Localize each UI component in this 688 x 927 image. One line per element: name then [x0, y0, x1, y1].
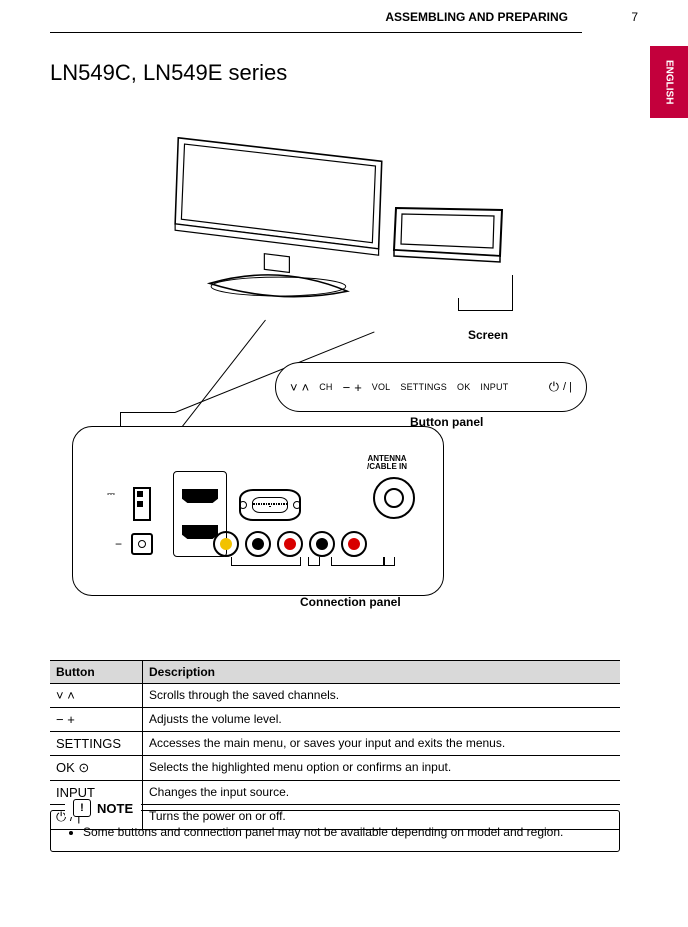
table-cell-button: SETTINGS: [50, 732, 143, 755]
language-tab: ENGLISH: [650, 46, 688, 118]
input-label: INPUT: [480, 382, 508, 392]
table-cell-description: Accesses the main menu, or saves your in…: [143, 732, 620, 755]
rca-bracket: [331, 557, 385, 566]
channel-buttons: ˅ ˄: [290, 380, 309, 395]
note-icon: !: [73, 799, 91, 817]
table-cell-button: ˅ ˄: [50, 684, 143, 707]
note-box: ! NOTE Some buttons and connection panel…: [50, 810, 620, 852]
section-label: ASSEMBLING AND PREPARING: [385, 10, 568, 24]
volume-buttons: − +: [343, 380, 362, 395]
table-cell-description: Scrolls through the saved channels.: [143, 684, 620, 707]
dc-icon: ⎓: [107, 489, 115, 500]
power-button-icon: ⏻ / |: [549, 379, 572, 395]
table-row: ˅ ˄Scrolls through the saved channels.: [50, 684, 620, 708]
header-rule: [50, 32, 582, 33]
note-body: Some buttons and connection panel may no…: [51, 811, 619, 851]
ok-label: OK: [457, 382, 470, 392]
rca-port-icon: [309, 531, 335, 557]
table-header: Button Description: [50, 660, 620, 684]
table-cell-button: OK ⊙: [50, 756, 143, 780]
note-item: Some buttons and connection panel may no…: [83, 825, 605, 839]
note-title: ! NOTE: [65, 799, 141, 817]
rca-port-icon: [213, 531, 239, 557]
usb-port-icon: [133, 487, 151, 521]
leader-line: [458, 310, 513, 311]
vga-port-icon: [239, 489, 301, 521]
table-row: OK ⊙Selects the highlighted menu option …: [50, 756, 620, 781]
ch-down-icon: ˅: [290, 380, 298, 395]
note-title-text: NOTE: [97, 801, 133, 816]
settings-label: SETTINGS: [400, 382, 447, 392]
table-row: SETTINGSAccesses the main menu, or saves…: [50, 732, 620, 756]
antenna-label: ANTENNA/CABLE IN: [367, 455, 407, 471]
table-cell-button: − +: [50, 708, 143, 731]
rca-bracket: [231, 557, 301, 566]
dc-jack-icon: [131, 533, 153, 555]
table-cell-description: Selects the highlighted menu option or c…: [143, 756, 620, 780]
rca-port-icon: [245, 531, 271, 557]
leader-line: [512, 275, 513, 311]
antenna-port-icon: [373, 477, 415, 519]
table-header-button: Button: [50, 661, 143, 683]
leader-line: [458, 298, 459, 310]
rca-bracket: [308, 557, 320, 566]
rca-port-icon: [341, 531, 367, 557]
screen-callout: Screen: [468, 328, 508, 342]
tv-outline: [130, 130, 430, 310]
table-cell-description: Changes the input source.: [143, 781, 620, 804]
ch-label: CH: [319, 382, 332, 392]
diagram-area: Screen ˅ ˄ CH − + VOL SETTINGS OK INPUT …: [50, 100, 610, 620]
rca-bracket: [383, 557, 395, 566]
table-header-description: Description: [143, 661, 620, 683]
tv-corner-closeup: [390, 202, 510, 282]
dc-minus-icon: −: [115, 537, 122, 551]
power-divider: / |: [563, 381, 572, 393]
ch-up-icon: ˄: [302, 380, 310, 395]
rca-port-icon: [277, 531, 303, 557]
vol-plus-icon: +: [354, 380, 362, 395]
table-cell-description: Adjusts the volume level.: [143, 708, 620, 731]
page-number: 7: [631, 10, 638, 24]
vol-label: VOL: [372, 382, 391, 392]
connection-panel-callout: Connection panel: [300, 595, 401, 609]
power-icon: ⏻: [549, 379, 559, 395]
connection-panel-diagram: ⎓ − ANTENNA/CABLE IN: [72, 426, 444, 596]
vol-minus-icon: −: [343, 380, 351, 395]
button-panel-diagram: ˅ ˄ CH − + VOL SETTINGS OK INPUT ⏻ / |: [275, 362, 587, 412]
series-label: LN549C, LN549E series: [50, 60, 287, 86]
leader-line: [120, 412, 175, 413]
table-row: − +Adjusts the volume level.: [50, 708, 620, 732]
rca-ports: [213, 531, 367, 557]
